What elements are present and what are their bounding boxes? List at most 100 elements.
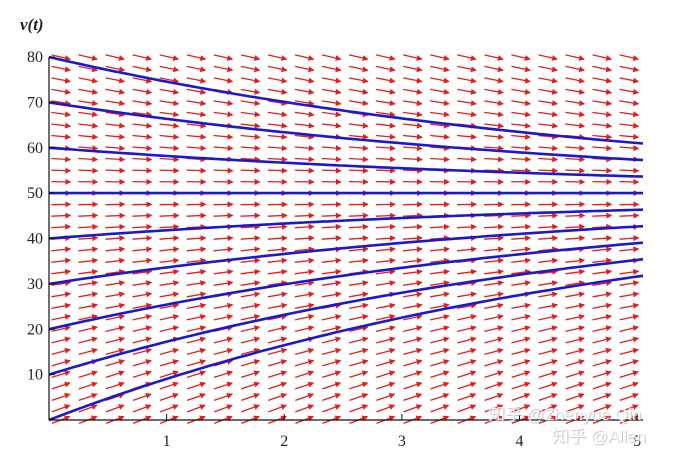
field-arrow: [402, 268, 423, 275]
field-arrow: [267, 392, 288, 402]
field-arrow: [78, 325, 99, 333]
field-arrow: [132, 257, 153, 264]
field-arrow: [511, 280, 532, 287]
field-arrow: [402, 77, 423, 84]
field-arrow: [484, 314, 504, 321]
field-arrow: [403, 404, 423, 413]
field-arrow: [348, 314, 369, 321]
field-arrow: [592, 223, 613, 230]
field-arrow: [321, 336, 342, 344]
field-arrow: [186, 325, 207, 333]
field-arrow: [430, 325, 450, 333]
field-arrow: [132, 404, 152, 413]
field-arrow: [78, 347, 98, 356]
field-arrow: [619, 381, 639, 390]
field-arrow: [484, 77, 504, 84]
field-arrow: [322, 404, 342, 413]
field-arrow: [430, 347, 450, 356]
field-arrow: [51, 314, 72, 321]
field-arrow: [294, 77, 315, 84]
solution-curve: [48, 224, 644, 286]
y-tick-label: 60: [27, 140, 43, 157]
field-arrow: [295, 370, 315, 379]
field-arrow: [240, 314, 261, 321]
field-arrow: [592, 235, 613, 242]
field-arrow: [511, 122, 532, 129]
field-arrow: [457, 156, 477, 163]
field-arrow: [186, 88, 207, 95]
field-arrow: [294, 223, 315, 230]
field-arrow: [105, 111, 126, 118]
field-arrow: [565, 359, 585, 367]
field-arrow: [592, 347, 612, 356]
x-tick-label: 3: [398, 433, 406, 450]
field-arrow: [78, 77, 99, 84]
field-arrow: [159, 88, 180, 95]
field-arrow: [267, 280, 288, 287]
field-arrow: [267, 257, 288, 264]
field-arrow: [402, 167, 423, 174]
field-arrow: [348, 88, 369, 95]
field-arrow: [267, 336, 288, 344]
field-arrow: [213, 336, 234, 344]
field-arrow: [294, 235, 315, 242]
field-arrow: [132, 280, 153, 287]
field-arrow: [78, 122, 99, 129]
field-arrow: [105, 325, 126, 333]
field-arrow: [511, 325, 531, 333]
field-arrow: [51, 325, 71, 333]
field-arrow: [511, 212, 532, 219]
field-arrow: [159, 223, 180, 230]
field-arrow: [538, 122, 559, 129]
field-arrow: [375, 302, 396, 310]
field-arrow: [511, 100, 532, 107]
field-arrow: [511, 359, 531, 367]
field-arrow: [132, 246, 153, 253]
field-arrow: [321, 347, 342, 356]
field-arrow: [375, 223, 396, 230]
field-arrow: [267, 167, 288, 174]
solution-curve: [48, 257, 644, 376]
field-arrow: [376, 359, 396, 367]
field-arrow: [294, 291, 315, 298]
field-arrow: [348, 65, 369, 73]
field-arrow: [430, 65, 450, 73]
field-arrow: [321, 223, 342, 230]
field-arrow: [186, 370, 207, 379]
field-arrow: [105, 223, 126, 230]
field-arrow: [619, 336, 640, 344]
field-arrow: [51, 77, 72, 84]
field-arrow: [592, 212, 613, 219]
y-tick-label: 40: [27, 231, 43, 248]
field-arrow: [619, 65, 640, 73]
field-arrow: [565, 235, 586, 242]
field-arrow: [538, 336, 558, 344]
field-arrow: [240, 291, 261, 298]
field-arrow: [78, 167, 99, 174]
field-arrow: [511, 336, 531, 344]
field-arrow: [457, 223, 477, 230]
field-arrow: [105, 54, 126, 61]
field-arrow: [159, 268, 180, 275]
field-arrow: [592, 393, 612, 402]
field-arrow: [403, 325, 423, 333]
field-arrow: [538, 65, 558, 73]
field-arrow: [105, 65, 126, 73]
field-arrow: [429, 223, 450, 230]
field-arrow: [619, 392, 639, 402]
field-arrow: [294, 133, 315, 140]
field-arrow: [132, 65, 153, 73]
field-arrow: [159, 122, 180, 129]
field-arrow: [294, 246, 315, 253]
field-arrow: [267, 212, 288, 219]
field-arrow: [592, 381, 612, 390]
field-arrow: [402, 246, 423, 253]
field-arrow: [186, 280, 207, 287]
field-arrow: [78, 65, 99, 73]
field-arrow: [457, 336, 477, 344]
field-arrow: [186, 336, 207, 344]
field-arrow: [484, 133, 505, 140]
field-arrow: [619, 291, 640, 298]
field-arrow: [78, 336, 98, 344]
field-arrow: [565, 370, 585, 379]
